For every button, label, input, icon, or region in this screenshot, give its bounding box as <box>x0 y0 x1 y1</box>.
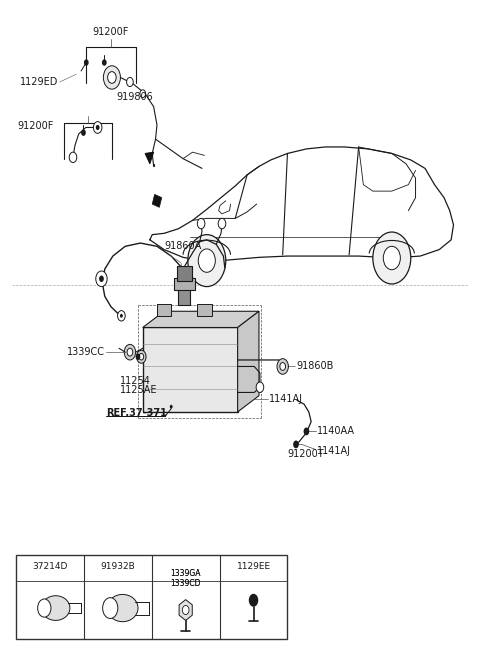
Circle shape <box>280 363 286 370</box>
Text: 91200T: 91200T <box>288 449 324 459</box>
Circle shape <box>136 354 140 360</box>
Circle shape <box>84 60 89 66</box>
Circle shape <box>137 350 146 364</box>
Circle shape <box>249 594 258 607</box>
Circle shape <box>140 90 145 98</box>
Text: 1129ED: 1129ED <box>20 77 59 87</box>
Bar <box>16 555 288 639</box>
Polygon shape <box>145 152 154 164</box>
Text: 37214D: 37214D <box>32 562 68 571</box>
Text: 91932B: 91932B <box>100 562 135 571</box>
Circle shape <box>256 382 264 392</box>
Text: 91200F: 91200F <box>18 121 54 131</box>
Text: 91860A: 91860A <box>164 241 201 251</box>
Circle shape <box>118 310 125 321</box>
Text: 1141AJ: 1141AJ <box>268 394 302 404</box>
Polygon shape <box>143 311 259 328</box>
Circle shape <box>277 359 288 374</box>
Text: 1125AE: 1125AE <box>120 386 158 396</box>
Circle shape <box>197 218 205 229</box>
Bar <box>143 328 238 412</box>
Circle shape <box>373 232 411 284</box>
Bar <box>174 278 195 290</box>
Polygon shape <box>150 147 454 261</box>
Circle shape <box>96 125 99 130</box>
Circle shape <box>69 152 77 162</box>
Text: 91860B: 91860B <box>296 362 333 371</box>
Circle shape <box>96 271 107 287</box>
Text: 1140AA: 1140AA <box>317 426 355 436</box>
Circle shape <box>108 71 116 83</box>
Text: 91200F: 91200F <box>93 28 129 37</box>
Bar <box>157 304 171 316</box>
Bar <box>197 304 212 316</box>
Circle shape <box>198 249 216 272</box>
Text: 1141AJ: 1141AJ <box>317 446 351 456</box>
Text: 1339GA
1339CD: 1339GA 1339CD <box>170 569 201 588</box>
Text: REF.37-371: REF.37-371 <box>106 408 167 419</box>
Polygon shape <box>152 195 162 208</box>
Circle shape <box>102 60 107 66</box>
Circle shape <box>94 122 102 134</box>
Circle shape <box>103 66 120 89</box>
Circle shape <box>384 246 400 270</box>
Circle shape <box>99 276 104 282</box>
Text: 11254: 11254 <box>120 376 151 386</box>
Circle shape <box>170 405 173 409</box>
Circle shape <box>303 428 309 436</box>
Ellipse shape <box>107 595 138 622</box>
Circle shape <box>37 599 51 617</box>
Circle shape <box>218 218 226 229</box>
Circle shape <box>127 348 133 356</box>
Circle shape <box>139 354 144 360</box>
Bar <box>179 287 190 305</box>
Circle shape <box>182 605 189 614</box>
Circle shape <box>81 130 86 136</box>
Circle shape <box>293 441 299 448</box>
Text: 919806: 919806 <box>117 92 154 102</box>
Bar <box>178 267 192 281</box>
Ellipse shape <box>41 595 70 620</box>
Circle shape <box>103 597 118 618</box>
Circle shape <box>124 345 136 360</box>
Circle shape <box>127 77 133 86</box>
Text: 1129EE: 1129EE <box>237 562 271 571</box>
Text: 1339CC: 1339CC <box>67 347 105 357</box>
Text: 1339GA
1339CD: 1339GA 1339CD <box>170 569 201 588</box>
Circle shape <box>188 234 226 287</box>
Circle shape <box>120 314 123 318</box>
Polygon shape <box>238 311 259 412</box>
